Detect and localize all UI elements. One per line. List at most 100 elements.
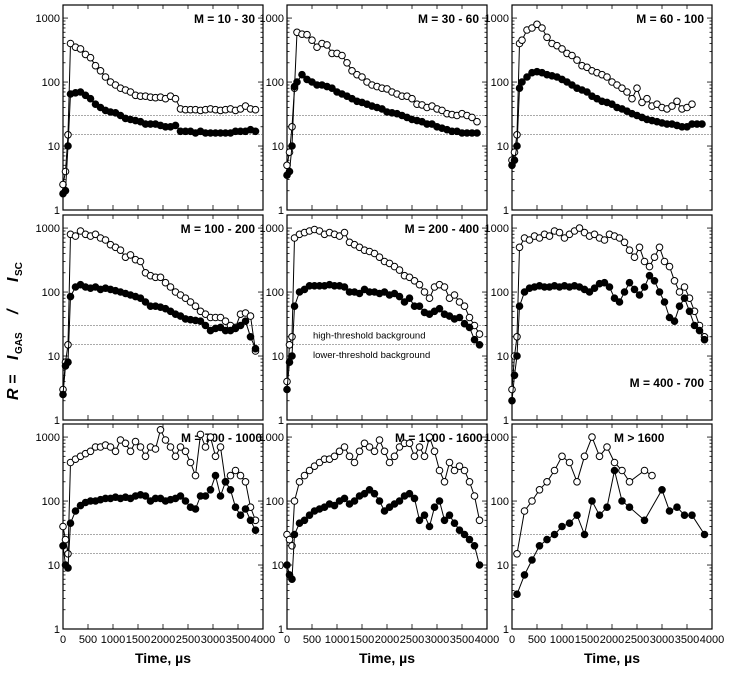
data-point-open — [590, 230, 599, 239]
y-tick-label: 1000 — [260, 13, 284, 25]
series-open — [59, 39, 260, 189]
data-point-open — [603, 73, 611, 81]
data-point-open — [300, 471, 309, 480]
data-point-open — [680, 283, 689, 291]
data-point-open — [136, 257, 145, 266]
y-tick-label: 100 — [491, 287, 509, 299]
data-point-filled — [226, 486, 235, 494]
data-point-filled — [475, 561, 484, 569]
y-tick-label: 1000 — [485, 223, 509, 235]
data-point-open — [358, 73, 366, 81]
series-filled — [283, 280, 484, 394]
data-point-open — [91, 230, 100, 239]
data-point-filled — [625, 503, 634, 512]
data-point-open — [290, 234, 299, 242]
x-tick-label: 3500 — [675, 634, 699, 646]
data-point-filled — [460, 530, 469, 539]
data-point-filled — [695, 326, 704, 335]
data-point-filled — [400, 298, 409, 306]
data-point-filled — [660, 298, 669, 306]
panel-frame — [62, 214, 264, 421]
data-point-filled — [585, 288, 594, 296]
data-point-filled — [470, 335, 479, 344]
data-point-filled — [251, 526, 260, 535]
data-point-open — [283, 161, 291, 170]
data-point-open — [308, 36, 316, 45]
data-point-open — [305, 466, 314, 475]
series-open — [283, 225, 484, 386]
data-point-filled — [246, 516, 255, 525]
data-point-open — [475, 330, 484, 338]
data-point-filled — [251, 344, 260, 353]
data-point-filled — [71, 507, 80, 515]
data-point-open — [405, 273, 414, 282]
data-point-open — [161, 278, 170, 287]
data-point-open — [450, 291, 459, 299]
data-point-open — [288, 333, 296, 341]
data-point-filled — [595, 511, 604, 520]
data-point-filled — [171, 121, 180, 130]
data-point-open — [310, 462, 319, 471]
data-point-filled — [615, 298, 624, 306]
y-tick-label: 1 — [54, 205, 60, 217]
data-point-open — [171, 452, 180, 461]
data-point-open — [573, 478, 581, 486]
y-tick-label: 100 — [491, 77, 509, 89]
y-tick-label: 1000 — [36, 432, 60, 444]
x-tick-label: 4000 — [251, 634, 275, 646]
data-point-filled — [216, 492, 225, 500]
data-point-open — [543, 478, 551, 486]
data-point-open — [550, 466, 559, 475]
data-point-open — [216, 443, 225, 451]
data-point-open — [360, 439, 369, 448]
data-point-open — [440, 478, 449, 486]
data-point-open — [648, 471, 656, 480]
data-point-open — [650, 253, 659, 262]
data-point-open — [126, 251, 135, 259]
data-point-open — [345, 452, 354, 461]
y-tick-label: 10 — [497, 351, 509, 363]
data-point-filled — [241, 505, 250, 513]
data-point-filled — [565, 519, 574, 528]
data-point-open — [370, 447, 379, 456]
data-point-filled — [251, 127, 260, 136]
data-point-open — [533, 20, 541, 29]
data-point-open — [535, 234, 544, 242]
data-point-open — [156, 273, 165, 282]
data-point-filled — [680, 294, 689, 303]
panel-4: 1 10 100 1000 M = 100 - 200 — [36, 214, 264, 427]
data-point-filled — [420, 511, 429, 520]
data-point-open — [630, 253, 639, 262]
data-point-open — [201, 443, 210, 451]
data-point-open — [86, 447, 95, 456]
series-filled — [508, 67, 706, 170]
y-axis-title-part: I — [5, 355, 22, 360]
data-point-filled — [66, 519, 75, 528]
y-tick-label: 10 — [48, 351, 60, 363]
data-point-filled — [658, 486, 666, 494]
panel-frame — [511, 423, 713, 630]
data-point-filled — [508, 396, 516, 405]
data-point-filled — [630, 285, 639, 294]
data-point-filled — [64, 564, 72, 572]
data-point-filled — [513, 142, 521, 150]
y-tick-label: 1 — [54, 624, 60, 636]
data-point-open — [76, 45, 85, 53]
data-point-filled — [61, 186, 70, 195]
data-point-open — [573, 56, 581, 64]
data-point-filled — [375, 497, 384, 505]
x-tick-label: 500 — [528, 634, 546, 646]
data-point-open — [465, 313, 474, 322]
x-tick-label: 3500 — [226, 634, 250, 646]
data-point-filled — [680, 511, 689, 520]
data-point-filled — [365, 486, 374, 494]
y-tick-label: 100 — [491, 496, 509, 508]
data-point-filled — [330, 501, 339, 510]
data-point-open — [395, 266, 404, 274]
panel-title: M = 1000 - 1600 — [395, 431, 483, 445]
data-point-open — [408, 94, 416, 103]
data-point-open — [191, 302, 200, 311]
data-point-open — [535, 486, 544, 494]
